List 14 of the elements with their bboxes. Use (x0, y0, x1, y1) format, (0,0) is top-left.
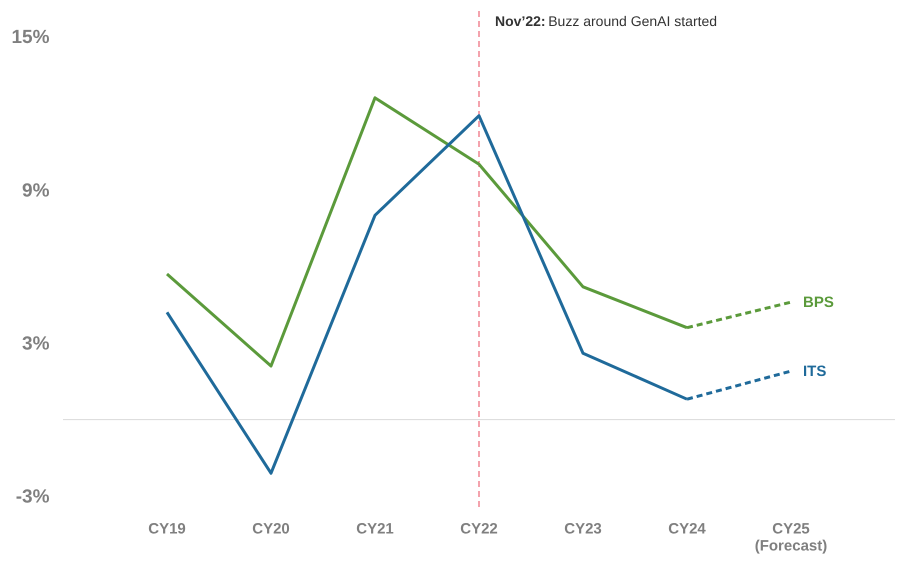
x-tick-label: CY20 (252, 520, 290, 538)
x-tick-label: CY25 (Forecast) (754, 520, 828, 554)
y-tick-label: 9% (22, 180, 50, 202)
series-label: BPS (803, 294, 834, 312)
y-tick-label: 15% (11, 27, 50, 48)
ref-line-label: Nov’22: Buzz around GenAI started (495, 13, 718, 29)
y-tick-label: 3% (22, 334, 50, 354)
x-tick-label: CY22 (460, 520, 498, 538)
x-tick-label: CY19 (148, 520, 186, 538)
y-tick-label: -3% (16, 486, 50, 508)
x-tick-label: CY23 (564, 520, 602, 538)
x-tick-label: CY21 (356, 520, 394, 538)
x-tick-label: CY24 (668, 520, 706, 538)
series-label: ITS (803, 363, 826, 380)
